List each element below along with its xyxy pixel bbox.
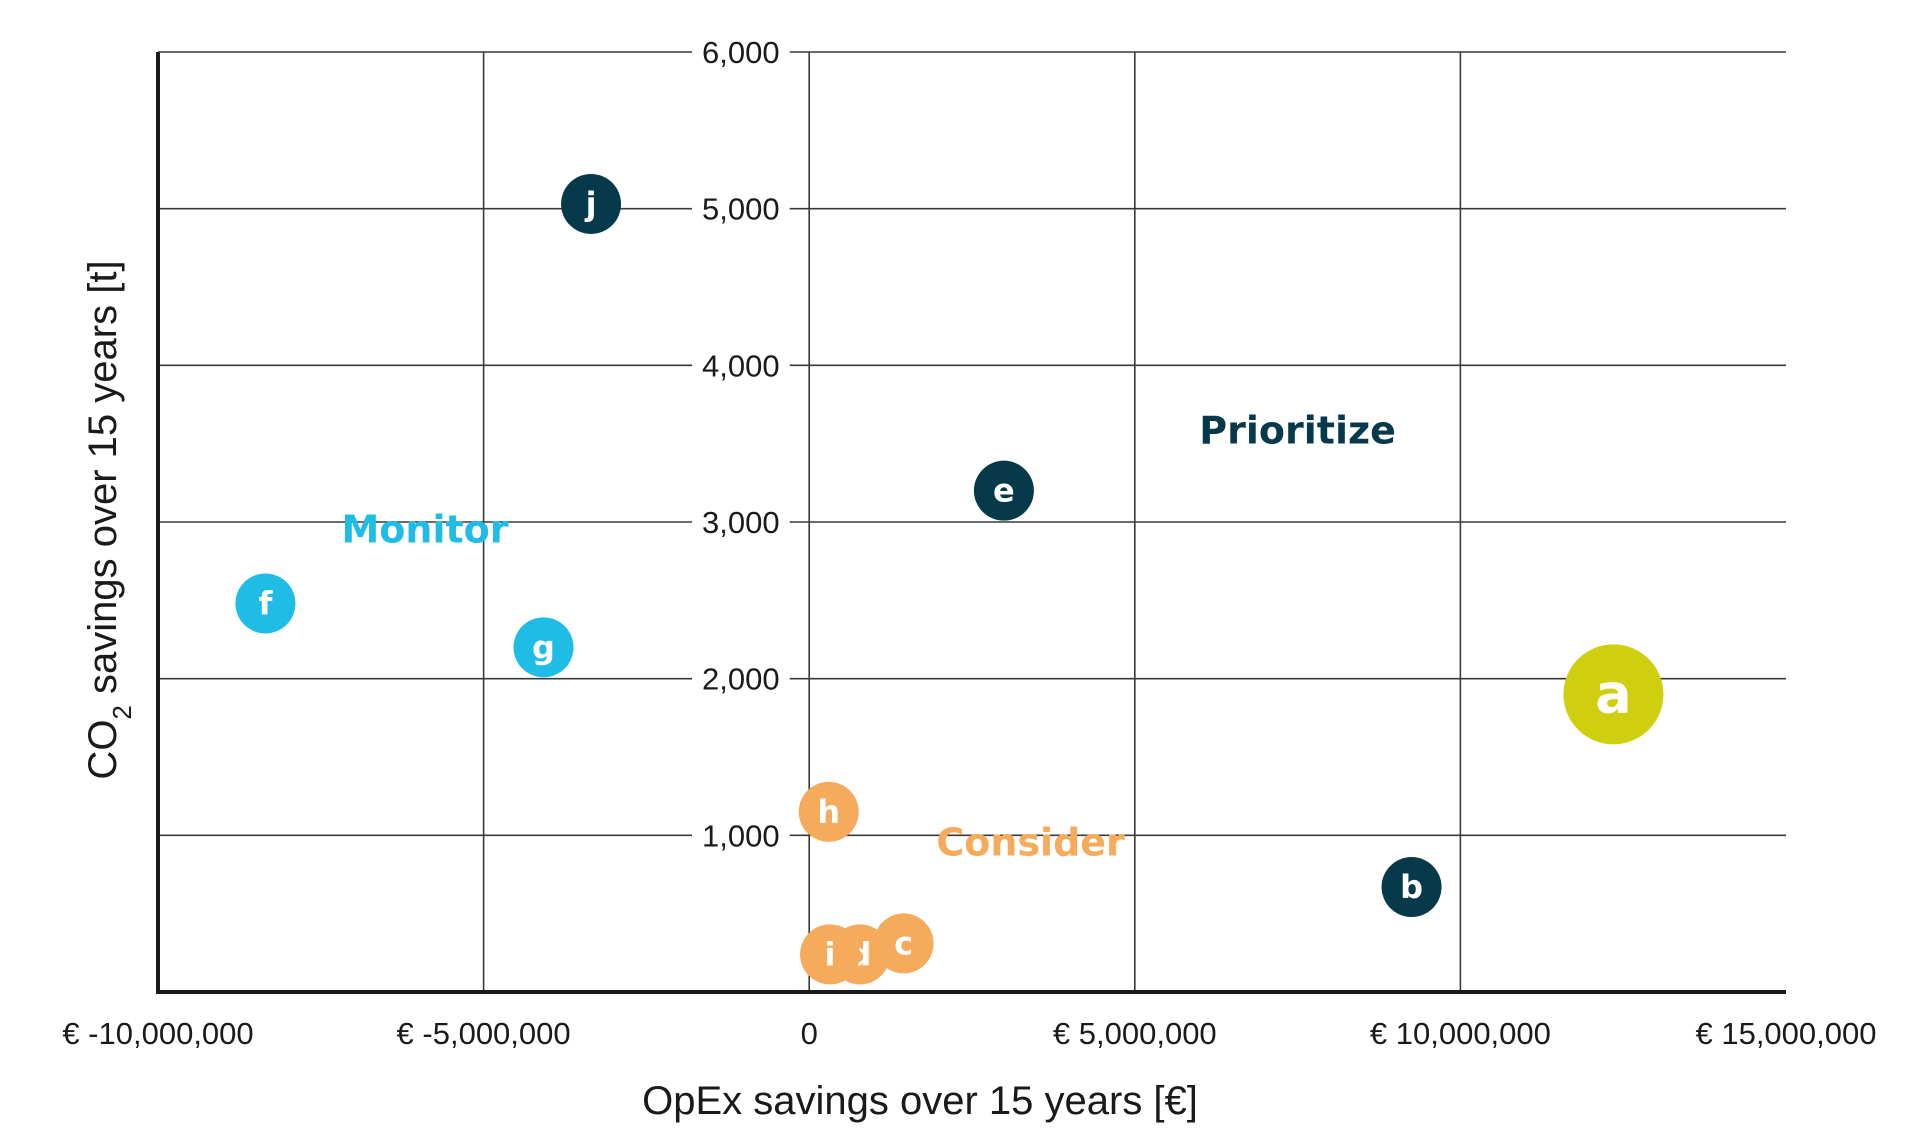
y-tick-label: 6,000 bbox=[702, 35, 780, 70]
data-point-marker bbox=[1563, 644, 1664, 745]
data-point-marker bbox=[1381, 857, 1442, 918]
y-tick-label: 5,000 bbox=[702, 192, 780, 227]
data-point-marker bbox=[561, 173, 622, 234]
y-tick-label: 3,000 bbox=[702, 505, 780, 540]
data-point-j: j bbox=[561, 173, 622, 234]
y-axis-title-post: savings over 15 years [t] bbox=[81, 260, 125, 705]
x-tick-label: 0 bbox=[801, 1016, 818, 1051]
x-tick-label: € 10,000,000 bbox=[1370, 1016, 1551, 1051]
region-labels: Prioritize Monitor Consider bbox=[341, 409, 1395, 865]
data-points: abcdefghij bbox=[235, 173, 1664, 985]
region-label-consider: Consider bbox=[936, 821, 1125, 865]
data-point-label: j bbox=[584, 185, 597, 223]
x-tick-label: € -5,000,000 bbox=[397, 1016, 571, 1051]
data-point-label: b bbox=[1400, 868, 1423, 906]
data-point-label: a bbox=[1595, 662, 1631, 725]
data-point-h: h bbox=[798, 781, 859, 842]
data-point-marker bbox=[800, 924, 861, 985]
y-axis-title: CO2 savings over 15 years [t] bbox=[81, 260, 137, 779]
x-tick-label: € -10,000,000 bbox=[62, 1016, 253, 1051]
data-point-label: g bbox=[532, 628, 555, 666]
data-point-label: e bbox=[993, 472, 1015, 510]
data-point-label: h bbox=[817, 793, 840, 831]
y-tick-label: 1,000 bbox=[702, 818, 780, 853]
x-tick-label: € 15,000,000 bbox=[1695, 1016, 1876, 1051]
x-axis-title: OpEx savings over 15 years [€] bbox=[642, 1079, 1198, 1123]
y-axis-title-pre: CO bbox=[81, 720, 125, 780]
data-point-f: f bbox=[235, 573, 296, 634]
data-point-a: a bbox=[1563, 644, 1664, 745]
axes bbox=[156, 52, 1786, 994]
data-point-i: i bbox=[800, 924, 861, 985]
x-tick-label: € 5,000,000 bbox=[1053, 1016, 1217, 1051]
data-point-marker bbox=[973, 460, 1034, 521]
data-point-e: e bbox=[973, 460, 1034, 521]
data-point-label: i bbox=[825, 935, 836, 973]
y-tick-label: 4,000 bbox=[702, 348, 780, 383]
y-tick-label: 2,000 bbox=[702, 662, 780, 697]
y-axis-title-sub: 2 bbox=[107, 705, 137, 719]
region-label-monitor: Monitor bbox=[341, 507, 508, 551]
region-label-prioritize: Prioritize bbox=[1199, 409, 1396, 453]
data-point-marker bbox=[235, 573, 296, 634]
tick-labels: 1,000 2,000 3,000 4,000 5,000 6,000 € -10,000,… bbox=[62, 35, 1876, 1051]
data-point-b: b bbox=[1381, 857, 1442, 918]
data-point-marker bbox=[513, 617, 574, 678]
grid-lines bbox=[158, 51, 1786, 992]
data-point-label: c bbox=[894, 924, 913, 962]
data-point-label: f bbox=[258, 584, 273, 622]
data-point-marker bbox=[798, 781, 859, 842]
data-point-g: g bbox=[513, 617, 574, 678]
